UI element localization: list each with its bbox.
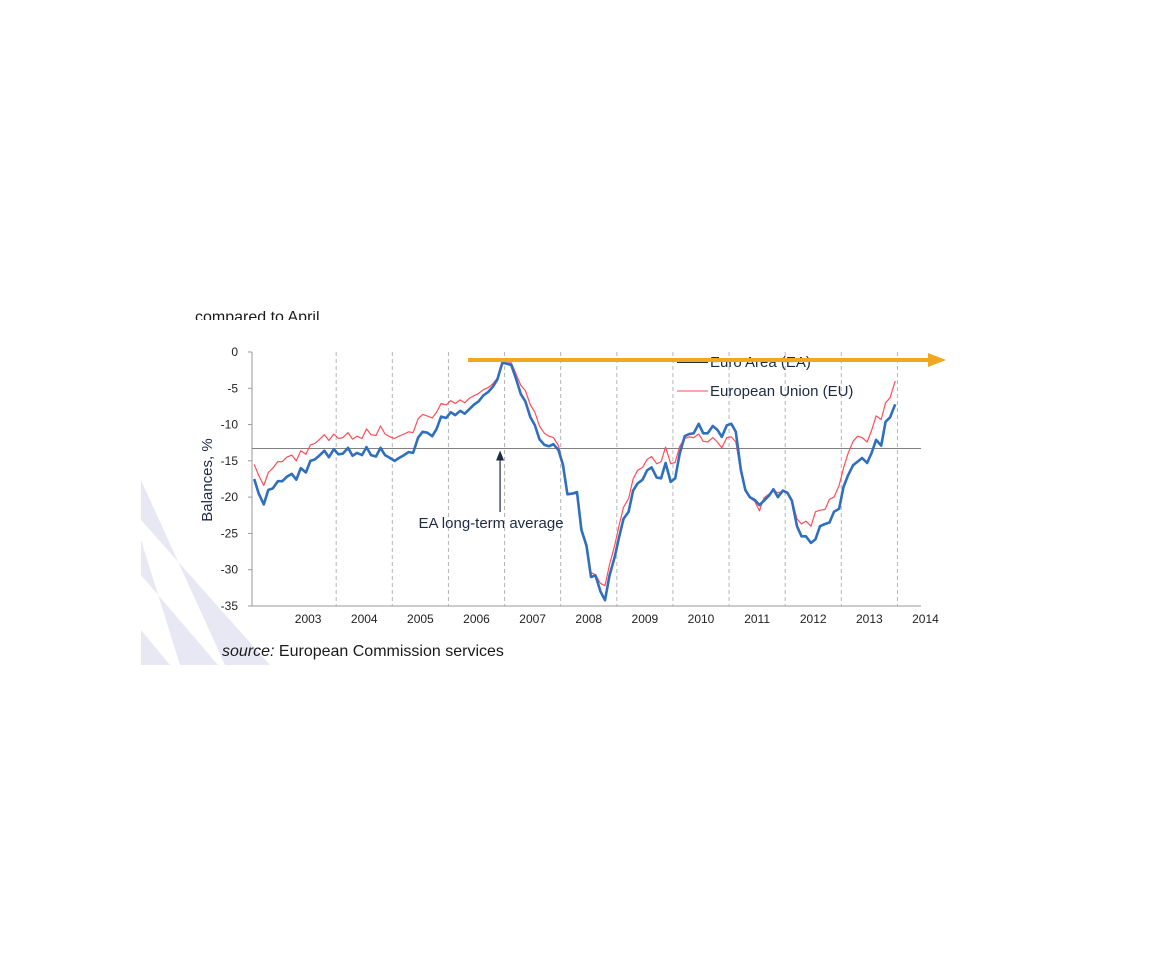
annotation-arrowhead — [496, 450, 505, 461]
x-tick-label: 2010 — [688, 612, 715, 626]
series-line-ea — [252, 361, 897, 602]
header-fragment: compared to April — [195, 309, 320, 326]
x-tick-label: 2013 — [856, 612, 883, 626]
annotation-label: EA long-term average — [418, 515, 563, 532]
y-tick-label: -30 — [221, 563, 239, 577]
axis-layer: 2003 2004 2005 2006 2007 2008 2009 2010 2011 2012… — [221, 345, 940, 626]
y-tick-label: -10 — [221, 418, 239, 432]
y-tick-label: -35 — [221, 599, 239, 613]
y-tick-label: -25 — [221, 526, 239, 540]
y-tick-label: -20 — [221, 490, 239, 504]
x-tick-label: 2009 — [632, 612, 659, 626]
y-axis-label: Balances, % — [199, 438, 216, 521]
arrow-head — [928, 353, 946, 367]
source-note: source: European Commission services — [222, 643, 504, 660]
x-tick-label: 2012 — [800, 612, 827, 626]
legend-label-ea: Euro Area (EA) — [710, 354, 811, 371]
x-tick-label: 2003 — [295, 612, 322, 626]
series-layer — [252, 361, 897, 602]
annotation: EA long-term average — [418, 450, 564, 532]
decor-stripe — [141, 600, 170, 665]
decor-stripe — [141, 540, 218, 665]
y-tick-label: 0 — [231, 345, 238, 359]
x-tick-label: 2006 — [463, 612, 490, 626]
source-text: European Commission services — [274, 643, 503, 660]
x-tick-label: 2007 — [519, 612, 546, 626]
x-tick-label: 2004 — [351, 612, 378, 626]
y-tick-label: -15 — [221, 454, 239, 468]
x-tick-label: 2011 — [744, 612, 770, 626]
legend-label-eu: European Union (EU) — [710, 383, 853, 400]
x-tick-label: 2005 — [407, 612, 434, 626]
decorative-stripes — [141, 480, 270, 665]
x-tick-label: 2014 — [912, 612, 939, 626]
highlight-arrow — [468, 353, 946, 367]
x-tick-label: 2008 — [575, 612, 602, 626]
source-prefix: source: — [222, 643, 274, 660]
y-tick-label: -5 — [227, 381, 238, 395]
